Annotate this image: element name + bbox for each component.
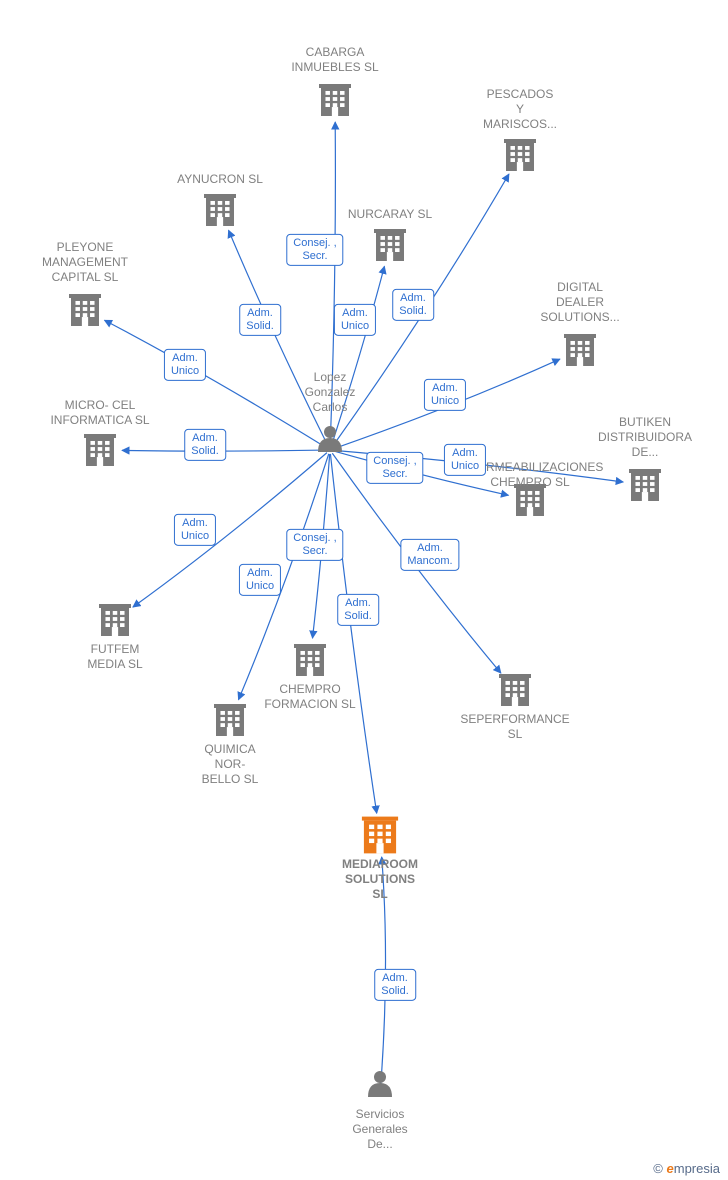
edge	[330, 454, 376, 813]
edge	[133, 453, 327, 608]
building-icon	[564, 334, 596, 366]
copyright-e: e	[667, 1161, 674, 1176]
network-svg	[0, 0, 728, 1180]
building-icon	[362, 817, 398, 854]
building-icon	[374, 229, 406, 261]
edge	[313, 454, 330, 638]
edge	[332, 453, 501, 673]
building-icon	[629, 469, 661, 501]
building-icon	[504, 139, 536, 171]
edge	[331, 266, 384, 446]
edge	[334, 451, 509, 495]
building-icon	[499, 674, 531, 706]
copyright-rest: mpresia	[674, 1161, 720, 1176]
building-icon	[294, 644, 326, 676]
building-icon	[99, 604, 131, 636]
copyright-symbol: ©	[653, 1161, 663, 1176]
building-icon	[514, 484, 546, 516]
copyright: © empresia	[653, 1161, 720, 1176]
edge	[380, 857, 385, 1091]
building-icon	[319, 84, 351, 116]
building-icon	[214, 704, 246, 736]
edge	[122, 450, 326, 451]
edge	[334, 450, 623, 482]
edge	[229, 230, 329, 446]
building-icon	[204, 194, 236, 226]
edge	[332, 174, 509, 447]
edge	[104, 320, 326, 448]
edge	[334, 359, 560, 449]
building-icon	[69, 294, 101, 326]
edge	[330, 122, 335, 446]
person-icon	[368, 1071, 392, 1097]
building-icon	[84, 434, 116, 466]
